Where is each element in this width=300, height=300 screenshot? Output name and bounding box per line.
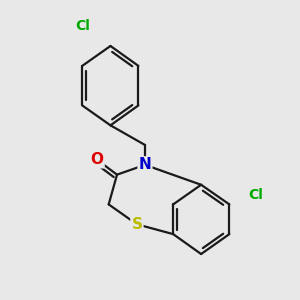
- Text: S: S: [131, 217, 142, 232]
- Text: Cl: Cl: [248, 188, 263, 202]
- Text: O: O: [91, 152, 103, 167]
- Text: Cl: Cl: [75, 19, 90, 33]
- Text: N: N: [139, 158, 151, 172]
